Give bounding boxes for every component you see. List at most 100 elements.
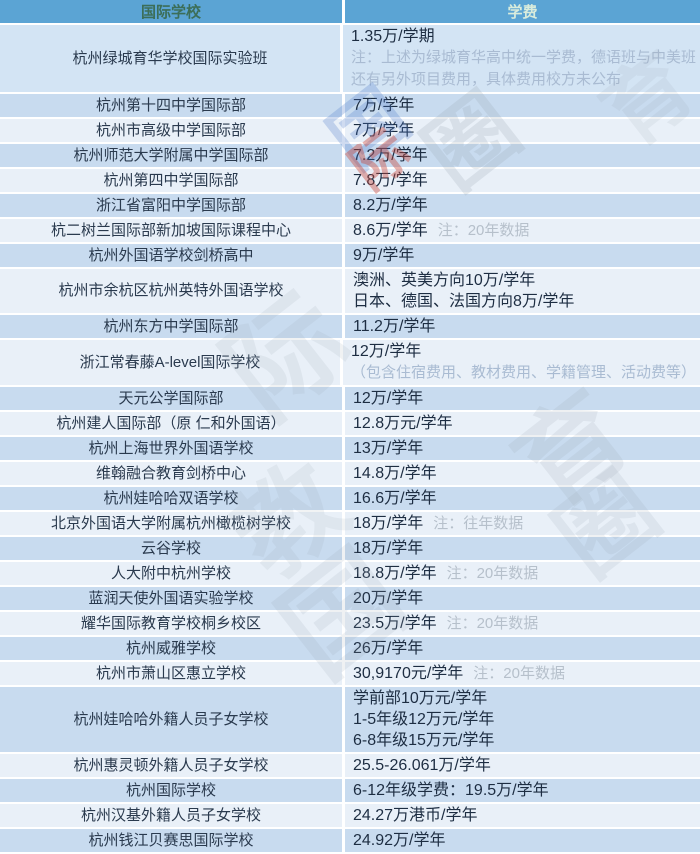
- fee-line: 7万/学年: [353, 95, 696, 116]
- fee-note: 注：20年数据: [446, 615, 539, 632]
- school-name-cell: 耀华国际教育学校桐乡校区: [0, 612, 345, 635]
- table-row: 耀华国际教育学校桐乡校区 23.5万/学年 注：20年数据: [0, 612, 700, 637]
- fee-value: 24.27万港币/学年: [353, 807, 478, 824]
- school-name-cell: 北京外国语大学附属杭州橄榄树学校: [0, 512, 345, 535]
- fee-value: 12万/学年: [350, 343, 422, 360]
- fee-value: 7.2万/学年: [353, 147, 428, 164]
- table-row: 杭州市高级中学国际部 7万/学年: [0, 119, 700, 144]
- school-name-cell: 杭州娃哈哈外籍人员子女学校: [0, 687, 345, 752]
- fee-value: 6-12年级学费：19.5万/学年: [353, 782, 549, 799]
- school-name-cell: 杭州第十四中学国际部: [0, 94, 345, 117]
- fee-cell: 7万/学年: [345, 94, 700, 117]
- fee-cell: 18万/学年 注：往年数据: [345, 512, 700, 535]
- fee-cell: 7.8万/学年: [345, 169, 700, 192]
- fee-cell: 23.5万/学年 注：20年数据: [345, 612, 700, 635]
- fee-line: 8.2万/学年: [353, 195, 696, 216]
- fee-line: 23.5万/学年 注：20年数据: [353, 613, 696, 634]
- school-name-cell: 杭州钱江贝赛思国际学校: [0, 829, 345, 852]
- fee-line: 12万/学年: [351, 341, 696, 362]
- table-row: 天元公学国际部 12万/学年: [0, 387, 700, 412]
- school-name-cell: 杭州绿城育华学校国际实验班: [0, 25, 343, 92]
- fee-line: 14.8万/学年: [353, 463, 696, 484]
- fee-note-line: （包含住宿费用、教材费用、学籍管理、活动费等）: [350, 364, 696, 381]
- school-name-cell: 浙江常春藤A-level国际学校: [0, 340, 343, 385]
- table-row: 杭州娃哈哈外籍人员子女学校 学前部10万元/学年 1-5年级12万元/学年 6-8年级…: [0, 687, 700, 754]
- column-header-school: 国际学校: [0, 0, 345, 23]
- fee-cell: 12万/学年: [345, 387, 700, 410]
- fee-value: 18.8万/学年: [353, 565, 437, 582]
- fee-value: 26万/学年: [353, 640, 424, 657]
- table-body: 杭州绿城育华学校国际实验班 1.35万/学期注：上述为绿城育华高中统一学费，德语班…: [0, 25, 700, 854]
- table-row: 杭州上海世界外国语学校 13万/学年: [0, 437, 700, 462]
- table-row: 杭州第四中学国际部 7.8万/学年: [0, 169, 700, 194]
- fee-cell: 24.92万/学年: [345, 829, 700, 852]
- fee-line: 6-8年级15万元/学年: [353, 732, 495, 749]
- school-name-cell: 人大附中杭州学校: [0, 562, 345, 585]
- fee-value: 11.2万/学年: [353, 318, 436, 335]
- table-row: 杭州第十四中学国际部 7万/学年: [0, 94, 700, 119]
- fee-cell: 9万/学年: [345, 244, 700, 267]
- school-name-cell: 杭州建人国际部（原 仁和外国语）: [0, 412, 345, 435]
- fee-value: 13万/学年: [353, 440, 424, 457]
- table-row: 人大附中杭州学校 18.8万/学年 注：20年数据: [0, 562, 700, 587]
- fee-value: 14.8万/学年: [353, 465, 437, 482]
- fee-line: 20万/学年: [353, 588, 696, 609]
- fee-value: 25.5-26.061万/学年: [353, 757, 491, 774]
- fee-value: 24.92万/学年: [353, 832, 446, 849]
- fee-line: 澳洲、英美方向10万/学年: [353, 272, 536, 289]
- fee-cell: 学前部10万元/学年 1-5年级12万元/学年 6-8年级15万元/学年: [345, 687, 700, 752]
- fee-cell: 12万/学年 （包含住宿费用、教材费用、学籍管理、活动费等）: [343, 340, 700, 385]
- fee-line: 16.6万/学年: [353, 488, 696, 509]
- table-row: 维翰融合教育剑桥中心 14.8万/学年: [0, 462, 700, 487]
- fee-line: 学前部10万元/学年: [353, 690, 488, 707]
- school-name-cell: 杭州惠灵顿外籍人员子女学校: [0, 754, 345, 777]
- fee-note-line: 注：上述为绿城育华高中统一学费，德语班与中美班: [350, 49, 696, 66]
- school-name-cell: 杭州威雅学校: [0, 637, 345, 660]
- fee-note-line: 还有另外项目费用，具体费用校方未公布: [350, 71, 621, 88]
- fee-line: 25.5-26.061万/学年: [353, 755, 696, 776]
- fee-cell: 25.5-26.061万/学年: [345, 754, 700, 777]
- fee-line: 11.2万/学年: [353, 316, 696, 337]
- school-name-cell: 天元公学国际部: [0, 387, 345, 410]
- fee-value: 7万/学年: [353, 122, 415, 139]
- fee-value: 7万/学年: [353, 97, 415, 114]
- fee-line: 13万/学年: [353, 438, 696, 459]
- fee-value: 9万/学年: [353, 247, 415, 264]
- table-row: 杭州惠灵顿外籍人员子女学校 25.5-26.061万/学年: [0, 754, 700, 779]
- fee-value: 12万/学年: [353, 390, 424, 407]
- table-row: 浙江省富阳中学国际部 8.2万/学年: [0, 194, 700, 219]
- fee-line: 7.2万/学年: [353, 145, 696, 166]
- fee-note: 注：往年数据: [433, 515, 524, 532]
- fee-value: 16.6万/学年: [353, 490, 437, 507]
- school-name-cell: 杭二树兰国际部新加坡国际课程中心: [0, 219, 345, 242]
- table-row: 杭二树兰国际部新加坡国际课程中心 8.6万/学年 注：20年数据: [0, 219, 700, 244]
- fee-line: 日本、德国、法国方向8万/学年: [353, 293, 575, 310]
- fee-value: 18万/学年: [353, 540, 424, 557]
- column-header-fee: 学费: [507, 4, 538, 21]
- table-row: 杭州汉基外籍人员子女学校 24.27万港币/学年: [0, 804, 700, 829]
- fee-line: 6-12年级学费：19.5万/学年: [353, 780, 696, 801]
- fee-cell: 7万/学年: [345, 119, 700, 142]
- table-row: 杭州绿城育华学校国际实验班 1.35万/学期注：上述为绿城育华高中统一学费，德语班…: [0, 25, 700, 94]
- fee-cell: 24.27万港币/学年: [345, 804, 700, 827]
- fee-line: 18.8万/学年 注：20年数据: [353, 563, 696, 584]
- fee-cell: 30,9170元/学年 注：20年数据: [345, 662, 700, 685]
- fee-line: 7万/学年: [353, 120, 696, 141]
- fee-cell: 20万/学年: [345, 587, 700, 610]
- table-header-row: 国际学校 学费: [0, 0, 700, 25]
- fee-value: 1.35万/学期: [350, 28, 435, 45]
- fee-value: 8.2万/学年: [353, 197, 428, 214]
- fee-cell: 澳洲、英美方向10万/学年日本、德国、法国方向8万/学年: [345, 269, 700, 313]
- fee-line: 24.27万港币/学年: [353, 805, 696, 826]
- school-name-cell: 杭州上海世界外国语学校: [0, 437, 345, 460]
- table-row: 杭州建人国际部（原 仁和外国语） 12.8万元/学年: [0, 412, 700, 437]
- fee-cell: 16.6万/学年: [345, 487, 700, 510]
- school-name-cell: 杭州师范大学附属中学国际部: [0, 144, 345, 167]
- fee-cell: 8.2万/学年: [345, 194, 700, 217]
- table-row: 蓝润天使外国语实验学校 20万/学年: [0, 587, 700, 612]
- school-name-cell: 云谷学校: [0, 537, 345, 560]
- school-name-cell: 杭州市高级中学国际部: [0, 119, 345, 142]
- school-name-cell: 杭州国际学校: [0, 779, 345, 802]
